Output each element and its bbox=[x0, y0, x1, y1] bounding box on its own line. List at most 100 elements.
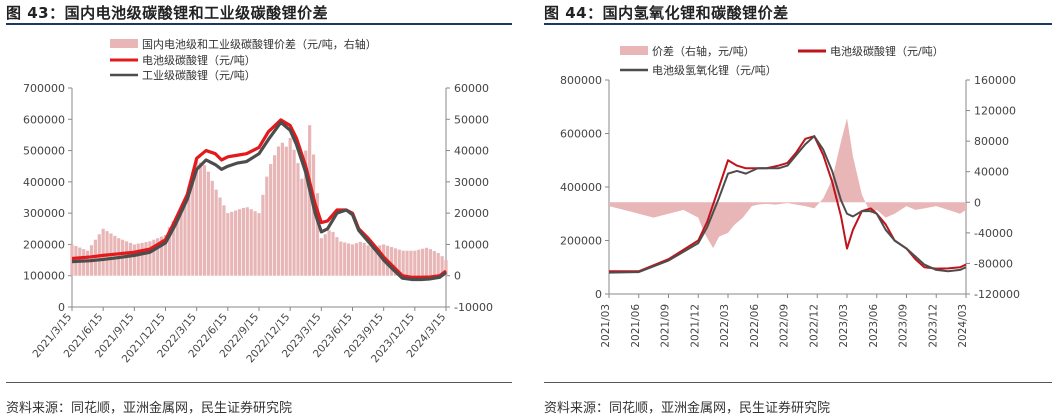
spread-bar bbox=[261, 194, 265, 276]
spread-bar bbox=[405, 250, 409, 276]
spread-bar bbox=[187, 186, 191, 276]
spread-bar bbox=[191, 172, 195, 276]
source-note: 资料来源：同花顺，亚洲金属网，民生证券研究院 bbox=[6, 401, 293, 416]
spread-bar bbox=[444, 260, 448, 276]
x-tick-label: 2022/03 bbox=[719, 304, 731, 348]
spread-bar bbox=[292, 149, 296, 276]
y-right-tick-label: 30000 bbox=[454, 176, 489, 189]
spread-bar bbox=[183, 199, 187, 276]
spread-bar bbox=[424, 247, 429, 276]
spread-bar bbox=[85, 250, 90, 276]
spread-bar bbox=[198, 162, 203, 276]
spread-bar bbox=[401, 250, 405, 276]
y-left-tick-label: 600000 bbox=[560, 128, 602, 141]
legend-item: 价差（右轴，元/吨） bbox=[620, 44, 755, 58]
y-right-tick-label: -10000 bbox=[454, 301, 493, 314]
spread-bar bbox=[214, 189, 218, 276]
spread-bar bbox=[140, 242, 144, 276]
footer-divider bbox=[544, 382, 1052, 383]
y-right-tick-label: 50000 bbox=[454, 113, 489, 126]
x-tick-label: 2023/06 bbox=[868, 304, 880, 348]
spread-bar bbox=[339, 241, 343, 276]
spread-bar bbox=[421, 248, 425, 276]
spread-bar bbox=[241, 207, 246, 276]
y-left-tick-label: 800000 bbox=[560, 74, 602, 87]
series-line-second bbox=[608, 135, 967, 274]
x-tick-label: 2023/12 bbox=[927, 304, 939, 348]
spread-bar bbox=[276, 146, 281, 276]
y-right-tick-label: 40000 bbox=[454, 145, 489, 158]
spread-area bbox=[609, 118, 966, 249]
spread-bar bbox=[272, 155, 277, 276]
spread-bar bbox=[245, 207, 249, 276]
spread-bar bbox=[202, 165, 207, 276]
spread-bar bbox=[358, 241, 362, 276]
spread-bar bbox=[432, 251, 436, 276]
spread-bar bbox=[269, 164, 273, 276]
y-left-tick-label: 700000 bbox=[23, 82, 65, 95]
spread-bar bbox=[171, 220, 175, 276]
spread-bar bbox=[234, 210, 238, 276]
spread-bar bbox=[300, 178, 304, 276]
spread-bar bbox=[237, 209, 242, 276]
spread-bar bbox=[156, 238, 160, 276]
y-left-tick-label: 400000 bbox=[560, 181, 602, 194]
x-tick-label: 2023/09 bbox=[898, 304, 910, 348]
y-left-tick-label: 200000 bbox=[23, 238, 65, 251]
y-right-tick-label: 120000 bbox=[974, 105, 1016, 118]
series-line-battery bbox=[609, 135, 967, 273]
spread-bar bbox=[206, 171, 210, 276]
x-tick-label: 2023/03 bbox=[838, 304, 850, 348]
spread-bar bbox=[370, 247, 374, 276]
spread-bar bbox=[362, 242, 366, 276]
spread-bar bbox=[265, 176, 269, 276]
chart-panel-43: 图 43：国内电池级碳酸锂和工业级碳酸锂价差 0 100000 200000 3000… bbox=[0, 0, 520, 419]
y-right-tick-label: -120000 bbox=[974, 288, 1020, 301]
spread-bar bbox=[315, 193, 320, 276]
legend-label: 工业级碳酸锂（元/吨） bbox=[142, 68, 256, 82]
spread-bar bbox=[249, 209, 253, 276]
y-left-tick-label: 100000 bbox=[23, 270, 65, 283]
spread-bar bbox=[160, 236, 164, 276]
legend-label: 电池级碳酸锂（元/吨） bbox=[830, 44, 944, 58]
spread-bar bbox=[413, 250, 417, 276]
spread-bar bbox=[152, 239, 156, 276]
legend-item: 电池级氢氧化锂（元/吨） bbox=[620, 63, 777, 77]
y-right-tick-label: 160000 bbox=[974, 74, 1016, 87]
y-right-tick-label: 80000 bbox=[974, 135, 1009, 148]
spread-bar bbox=[284, 146, 288, 276]
spread-bar bbox=[136, 243, 140, 276]
spread-bar bbox=[280, 142, 284, 276]
spread-bar bbox=[148, 241, 152, 276]
series-line-battery bbox=[71, 118, 447, 279]
spread-bar bbox=[436, 253, 440, 276]
y-right-tick-label: 0 bbox=[454, 270, 461, 283]
spread-bar bbox=[175, 217, 179, 276]
spread-bar bbox=[378, 245, 382, 276]
chart-panel-44: 图 44：国内氢氧化锂和碳酸锂价差 0 200000 400000 600000 800… bbox=[538, 0, 1060, 419]
spread-bar bbox=[374, 246, 378, 276]
x-tick-label: 2024/03 bbox=[957, 304, 969, 348]
spread-bar bbox=[179, 213, 183, 276]
y-left-tick-label: 0 bbox=[58, 301, 65, 314]
spread-bar bbox=[230, 211, 234, 276]
spread-bar bbox=[253, 211, 257, 276]
spread-bar bbox=[417, 249, 421, 276]
series-line-second bbox=[71, 120, 447, 282]
legend-swatch bbox=[110, 39, 138, 48]
spread-bar bbox=[308, 125, 312, 276]
spread-bar bbox=[393, 248, 397, 276]
spread-bar bbox=[218, 197, 222, 276]
chart-44-svg: 0200000400000600000800000-120000-80000-4… bbox=[560, 44, 1020, 348]
y-left-tick-label: 200000 bbox=[560, 235, 602, 248]
spread-bar bbox=[128, 242, 133, 276]
spread-bar bbox=[257, 213, 261, 276]
spread-bar bbox=[124, 241, 129, 276]
legend-item: 电池级碳酸锂（元/吨） bbox=[110, 53, 256, 67]
spread-bar bbox=[167, 227, 171, 276]
y-right-tick-label: 10000 bbox=[454, 238, 489, 251]
legend-label: 价差（右轴，元/吨） bbox=[652, 44, 755, 58]
y-right-tick-label: 40000 bbox=[974, 166, 1009, 179]
spread-bar bbox=[319, 238, 323, 276]
y-right-tick-label: 60000 bbox=[454, 82, 489, 95]
